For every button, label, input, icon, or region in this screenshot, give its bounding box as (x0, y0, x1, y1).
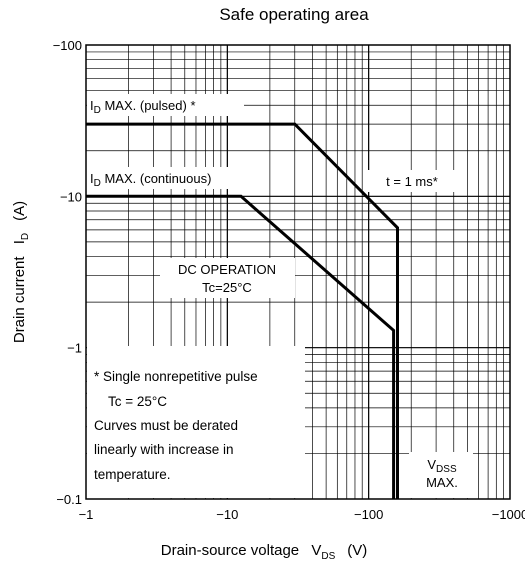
y-tick-label: −1 (67, 341, 82, 356)
y-axis-symbol: I (11, 240, 28, 244)
note-line: Tc = 25°C (108, 394, 167, 409)
tick-labels: −1 −10 −100 −1000−0.1−1−10−100 (53, 38, 525, 522)
grid (86, 45, 510, 499)
note-line: Curves must be derated (94, 418, 238, 433)
x-tick-label: −10 (216, 507, 238, 522)
y-axis-symbol-sub: D (20, 233, 31, 240)
y-axis-label-text: Drain current (11, 256, 28, 344)
vdss-max-label: MAX. (426, 475, 458, 490)
x-axis-label-text: Drain-source voltage (161, 542, 299, 559)
dc-operation-tc-label: Tc=25°C (202, 280, 252, 295)
chart-title: Safe operating area (219, 5, 369, 24)
y-tick-label: −0.1 (56, 492, 82, 507)
x-axis-label: Drain-source voltage VDS (V) (161, 542, 368, 562)
x-axis-unit: (V) (347, 542, 367, 559)
y-axis-label: Drain current ID (A) (11, 201, 31, 343)
soa-curve-dc (86, 194, 396, 499)
id-pulsed-bg (87, 94, 244, 116)
y-tick-label: −10 (60, 189, 82, 204)
y-axis-unit: (A) (11, 201, 28, 221)
x-tick-label: −1000 (492, 507, 525, 522)
dc-operation-bg (160, 258, 295, 298)
y-tick-label: −100 (53, 38, 82, 53)
id-continuous-label: ID MAX. (continuous) (90, 171, 211, 189)
id-pulsed-label: ID MAX. (pulsed) * (90, 98, 196, 116)
soa-curve-pulsed (86, 122, 399, 499)
note-line: * Single nonrepetitive pulse (94, 369, 258, 384)
note-line: temperature. (94, 467, 171, 482)
plot-frame (85, 44, 511, 500)
annotations: ID MAX. (pulsed) * ID MAX. (continuous) t … (87, 94, 473, 498)
vdss-label: VDSS (427, 457, 457, 475)
x-axis-symbol-sub: DS (321, 551, 335, 562)
x-axis-symbol: V (311, 542, 321, 559)
vdss-label-bg (409, 452, 473, 498)
t-1ms-label: t = 1 ms* (386, 174, 438, 189)
x-tick-label: −100 (354, 507, 383, 522)
t-1ms-bg (366, 170, 458, 192)
x-tick-label: −1 (79, 507, 94, 522)
soa-curves (86, 122, 399, 499)
dc-operation-label: DC OPERATION (178, 262, 276, 277)
note-line: linearly with increase in (94, 442, 234, 457)
id-cont-bg (87, 167, 247, 189)
note-box-bg (87, 346, 305, 498)
